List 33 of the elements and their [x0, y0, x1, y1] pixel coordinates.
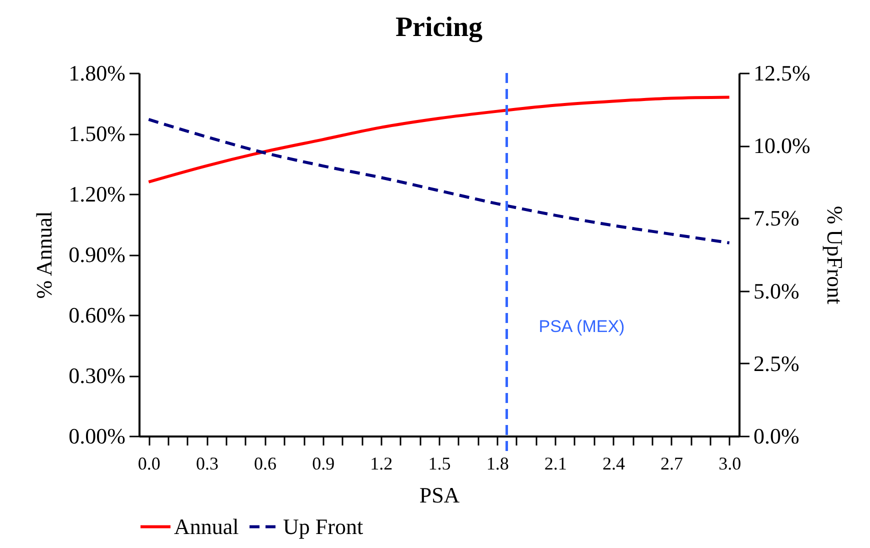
- y2-tick-label: 7.5%: [754, 206, 800, 231]
- y-tick-label: 1.50%: [68, 121, 126, 146]
- y2-tick-label: 0.0%: [754, 424, 800, 448]
- y-tick-label: 1.80%: [68, 60, 126, 86]
- y-tick-label: 0.30%: [68, 363, 126, 388]
- x-tick-label: 2.1: [544, 454, 567, 474]
- x-tick-label: 2.7: [660, 454, 684, 474]
- y2-tick-label: 5.0%: [754, 278, 800, 304]
- x-tick-label: 1.8: [486, 454, 509, 474]
- x-tick-label: 3.0: [718, 454, 742, 474]
- y2-axis-title: % UpFront: [822, 206, 848, 304]
- chart-title: Pricing: [395, 12, 483, 43]
- y-tick-label: 0.60%: [68, 302, 126, 328]
- x-tick-label: 0.9: [312, 454, 335, 474]
- x-tick-label: 1.5: [428, 454, 451, 474]
- x-tick-label: 1.2: [370, 454, 393, 474]
- x-tick-label: 0.3: [196, 454, 218, 474]
- x-axis-title: PSA: [419, 482, 460, 508]
- line-series: [147, 96, 731, 184]
- x-tick-label: 2.4: [602, 454, 625, 474]
- ref-line-label: PSA (MEX): [538, 317, 625, 336]
- y2-tick-label: 12.5%: [754, 60, 810, 86]
- line-series: [147, 118, 731, 244]
- legend-label: Up Front: [283, 514, 364, 539]
- x-tick-label: 0.0: [138, 454, 160, 474]
- y-axis-title: % Annual: [32, 211, 57, 299]
- y-tick-label: 0.00%: [68, 424, 126, 448]
- y-tick-label: 1.20%: [68, 182, 126, 206]
- y2-tick-label: 2.5%: [754, 350, 800, 376]
- y-tick-label: 0.90%: [68, 242, 126, 267]
- y2-tick-label: 10.0%: [754, 133, 810, 158]
- x-tick-label: 0.6: [254, 454, 277, 474]
- legend-label: Annual: [174, 514, 239, 539]
